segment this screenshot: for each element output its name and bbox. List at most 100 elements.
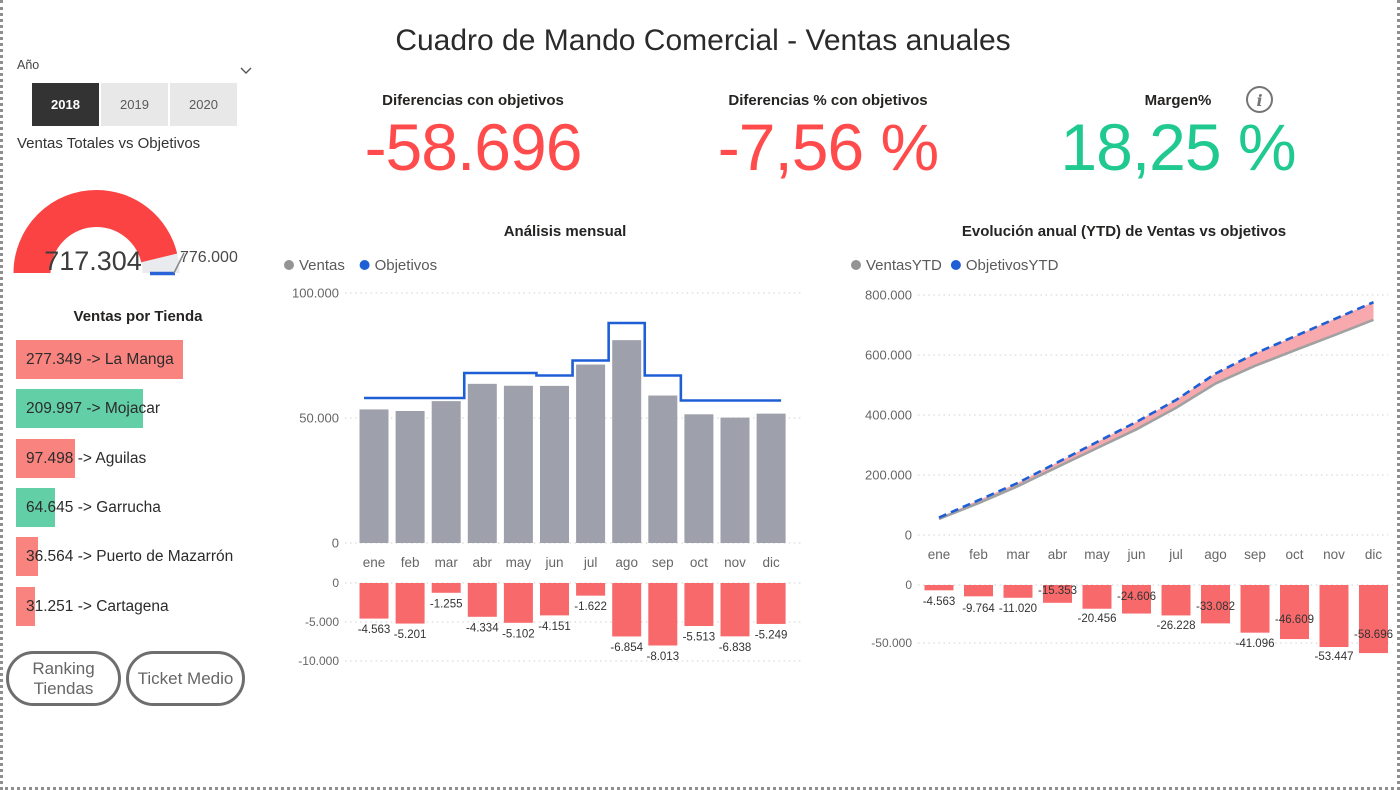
diff-value-label: -4.151 (538, 621, 571, 633)
y-axis-tick: 100.000 (292, 286, 339, 301)
ventas-bar[interactable] (720, 417, 750, 543)
diff-bar[interactable] (467, 583, 497, 617)
ventas-bar[interactable] (576, 364, 606, 543)
kpi-value: -7,56 % (717, 110, 939, 184)
diff-bar[interactable] (1122, 585, 1151, 614)
ventas-bar[interactable] (684, 414, 714, 543)
objetivos-step-line[interactable] (364, 321, 782, 402)
ventas-bar[interactable] (431, 401, 461, 543)
chevron-down-icon[interactable] (239, 62, 253, 80)
diff-bar[interactable] (1359, 585, 1388, 654)
x-axis-label: ene (363, 555, 386, 570)
diff-y-axis-tick: 0 (332, 576, 339, 590)
diff-bar[interactable] (964, 585, 993, 597)
diff-value-label: -15.353 (1038, 585, 1077, 597)
diff-value-label: -33.082 (1196, 601, 1235, 613)
diff-bar[interactable] (431, 583, 461, 593)
legend-label[interactable]: Ventas (299, 257, 345, 274)
gauge-target-callout-line (173, 252, 185, 274)
kpi-label: Margen% (1144, 92, 1212, 109)
x-axis-label: ene (928, 547, 951, 562)
legend-label[interactable]: ObjetivosYTD (966, 257, 1059, 274)
x-axis-label: jun (1126, 547, 1145, 562)
year-option-2020[interactable]: 2020 (170, 83, 237, 126)
legend-label[interactable]: Objetivos (375, 257, 438, 274)
diff-bar[interactable] (540, 583, 569, 616)
diff-bar[interactable] (1240, 585, 1270, 633)
store-bar (16, 438, 75, 478)
legend-dot (359, 260, 370, 270)
diff-bar[interactable] (1280, 585, 1309, 640)
diff-bar[interactable] (395, 583, 425, 624)
diff-bar[interactable] (1319, 585, 1349, 647)
store-bar (16, 537, 39, 577)
legend-label[interactable]: VentasYTD (866, 257, 942, 274)
diff-area-fill (939, 302, 1374, 519)
diff-value-label: -9.764 (962, 603, 995, 615)
kpi-label: Diferencias con objetivos (382, 92, 564, 109)
year-option-2018[interactable]: 2018 (32, 83, 99, 126)
sales-gauge[interactable]: 717.304 776.000 (11, 185, 251, 293)
diff-y-axis-tick: -5.000 (305, 615, 339, 629)
ytd-evolution-chart: Evolución anual (YTD) de Ventas vs objet… (851, 223, 1393, 663)
x-axis-label: abr (1048, 547, 1068, 562)
diff-bar[interactable] (576, 583, 606, 596)
diff-bar[interactable] (359, 583, 389, 619)
diff-value-label: -8.013 (646, 651, 679, 663)
info-icon[interactable]: i (1246, 86, 1273, 113)
diff-bar[interactable] (648, 583, 678, 646)
diff-bar[interactable] (1161, 585, 1191, 616)
objetivos-ytd-line[interactable] (938, 301, 1375, 519)
ventas-bar[interactable] (503, 385, 533, 543)
diff-bar[interactable] (720, 583, 750, 637)
x-axis-label: oct (690, 555, 708, 570)
diff-value-label: -58.696 (1354, 629, 1393, 641)
ventas-bar[interactable] (612, 340, 642, 543)
year-slicer: 2018 2019 2020 (32, 83, 237, 126)
ventas-bar[interactable] (540, 385, 569, 543)
ranking-tiendas-button[interactable]: Ranking Tiendas (6, 651, 121, 706)
x-axis-label: abr (473, 555, 493, 570)
kpi-diferencias-pct: Diferencias % con objetivos -7,56 % (683, 92, 973, 182)
diff-bar[interactable] (612, 583, 642, 637)
x-axis-label: mar (435, 555, 459, 570)
monthly-analysis-chart: Análisis mensual Ventas Objetivos 100.000 50… (284, 223, 803, 668)
x-axis-label: nov (724, 555, 746, 570)
kpi-diferencias: Diferencias con objetivos -58.696 (333, 92, 613, 182)
ventas-bar[interactable] (359, 409, 389, 543)
y-axis-tick: 0 (905, 528, 912, 543)
ventas-ytd-line[interactable] (938, 318, 1374, 521)
diff-bar[interactable] (684, 583, 714, 627)
diff-bar[interactable] (924, 585, 954, 591)
diff-bar[interactable] (1003, 585, 1033, 598)
x-axis-label: nov (1323, 547, 1345, 562)
diff-value-label: -6.838 (719, 642, 752, 654)
ventas-bar[interactable] (648, 395, 678, 543)
diff-bar[interactable] (1201, 585, 1230, 624)
diff-value-label: -1.622 (574, 601, 607, 613)
diff-bar[interactable] (1082, 585, 1112, 609)
chart-title: Análisis mensual (504, 223, 627, 240)
legend-dot (284, 260, 294, 270)
diff-bar[interactable] (756, 583, 786, 624)
x-axis-label: sep (652, 555, 674, 570)
y-axis-tick: 200.000 (865, 468, 912, 483)
ventas-bar[interactable] (756, 413, 786, 543)
chart-title: Evolución anual (YTD) de Ventas vs objet… (962, 223, 1286, 240)
y-axis-tick: 50.000 (299, 411, 339, 426)
diff-bar[interactable] (503, 583, 533, 623)
stores-title: Ventas por Tienda (73, 308, 203, 325)
ticket-medio-button[interactable]: Ticket Medio (126, 651, 245, 706)
store-bar (16, 586, 35, 626)
diff-value-label: -5.201 (394, 629, 427, 641)
x-axis-label: may (1084, 547, 1110, 562)
ventas-bar[interactable] (395, 411, 425, 543)
x-axis-label: jun (544, 555, 563, 570)
year-option-2019[interactable]: 2019 (101, 83, 168, 126)
ventas-bar[interactable] (467, 383, 497, 543)
y-axis-tick: 0 (332, 536, 339, 551)
diff-bar[interactable] (1043, 585, 1072, 603)
x-axis-label: mar (1006, 547, 1030, 562)
gauge-title: Ventas Totales vs Objetivos (17, 135, 201, 152)
x-axis-label: dic (762, 555, 780, 570)
